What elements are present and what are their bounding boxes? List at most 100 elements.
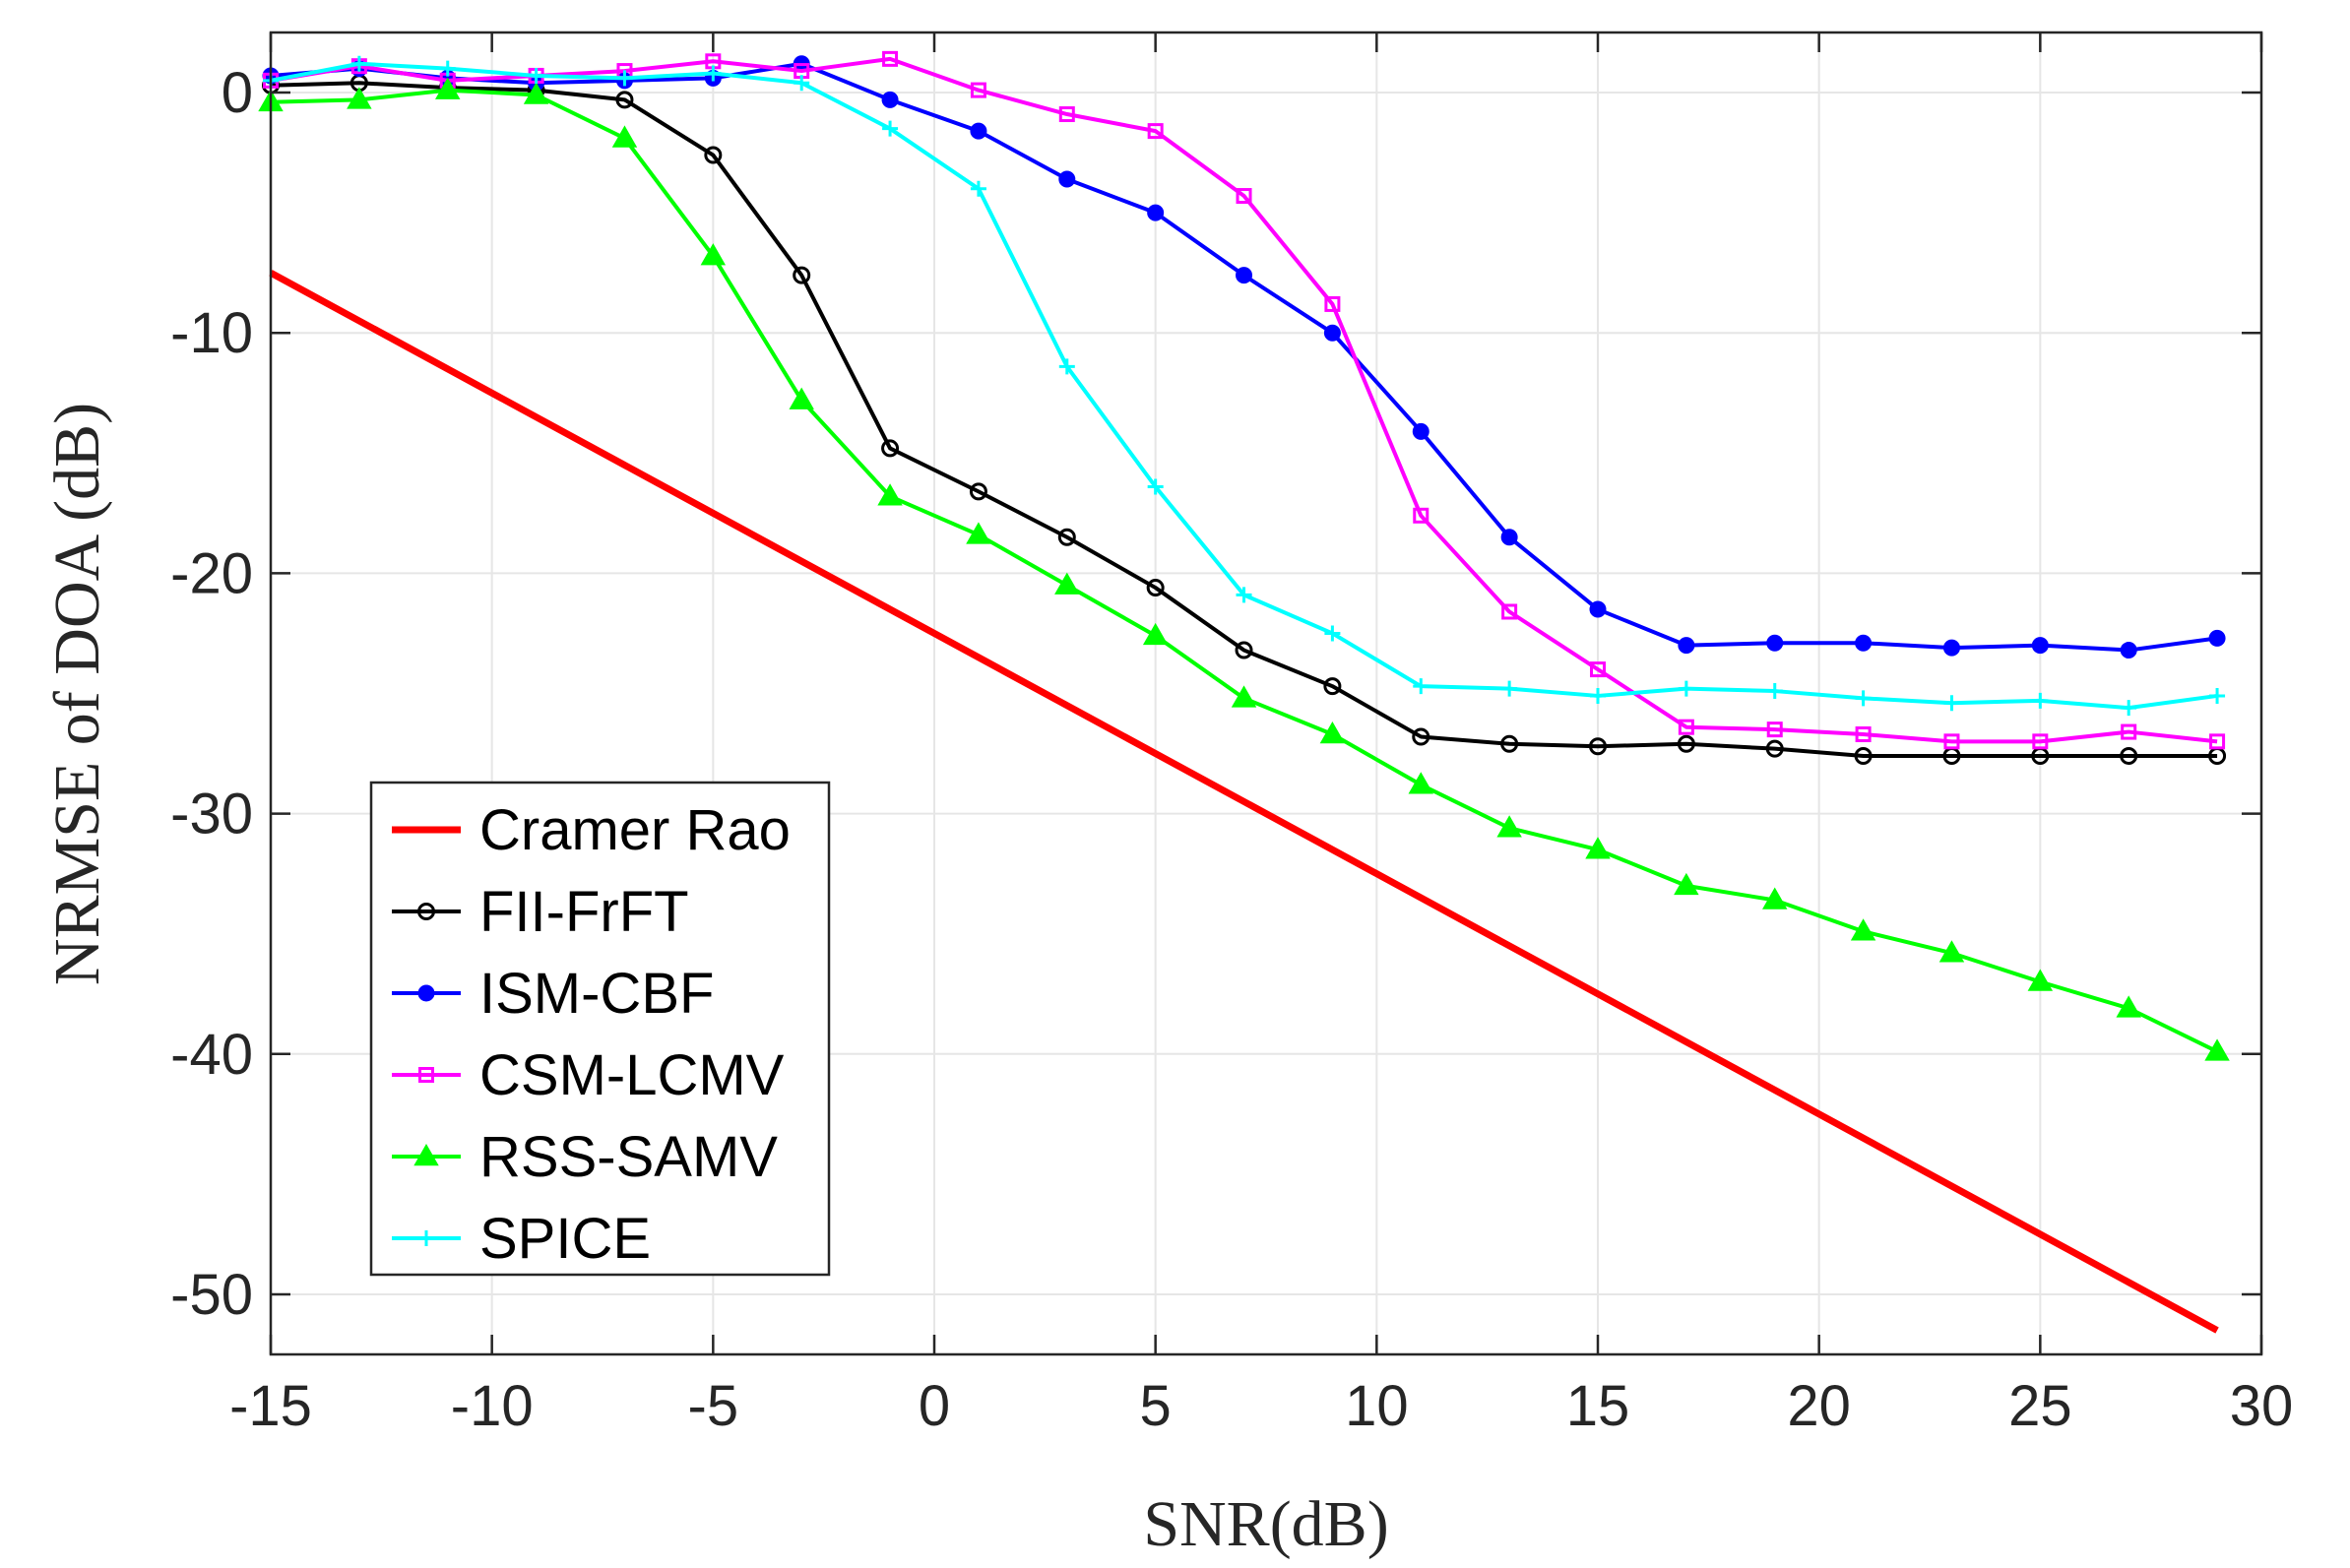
legend-item: ISM-CBF	[392, 962, 714, 1026]
data-point	[1850, 918, 1876, 941]
data-point	[1413, 507, 1429, 524]
legend-label: Cramer Rao	[479, 798, 791, 862]
data-point	[1677, 734, 1695, 753]
legend-marker	[417, 984, 435, 1002]
data-point	[1590, 661, 1606, 678]
data-point	[882, 50, 899, 67]
data-point	[1500, 529, 1518, 546]
data-point	[1408, 772, 1433, 794]
data-point	[2120, 642, 2137, 659]
data-point	[1142, 622, 1169, 646]
data-point	[1147, 123, 1164, 140]
legend-label: RSS-SAMV	[479, 1125, 778, 1189]
y-tick-label: -10	[170, 301, 253, 365]
ticks	[269, 32, 2263, 1354]
data-point	[1765, 739, 1784, 758]
data-point	[439, 60, 456, 77]
data-point	[1324, 625, 1341, 642]
data-point	[2209, 733, 2226, 750]
x-tick-label: 25	[2008, 1374, 2072, 1438]
data-point	[1855, 726, 1872, 743]
data-point	[616, 70, 633, 87]
data-point	[882, 120, 899, 137]
data-point	[1324, 295, 1341, 312]
data-point	[1590, 687, 1606, 704]
data-point	[1943, 733, 1960, 750]
data-point	[2032, 692, 2049, 709]
legend-item: SPICE	[392, 1207, 651, 1271]
legend-marker	[417, 903, 435, 920]
legend-label: ISM-CBF	[479, 962, 714, 1026]
data-point	[966, 522, 991, 544]
data-point	[1674, 872, 1699, 896]
data-point	[347, 87, 372, 109]
data-point	[970, 180, 986, 197]
y-tick-label: -40	[170, 1023, 253, 1087]
data-point	[2116, 995, 2141, 1018]
x-tick-label: 15	[1566, 1374, 1630, 1438]
data-point	[2031, 637, 2049, 655]
x-axis-label: SNR(dB)	[1143, 1488, 1388, 1560]
data-point	[1678, 719, 1694, 735]
data-point	[1058, 170, 1076, 188]
data-point	[1319, 721, 1346, 744]
data-point	[1766, 634, 1784, 652]
data-point	[1678, 637, 1695, 655]
x-tick-label: 0	[919, 1374, 950, 1438]
data-point	[970, 122, 987, 140]
data-point	[1855, 634, 1873, 652]
data-point	[1235, 641, 1253, 659]
data-point	[1762, 887, 1788, 909]
data-point	[2121, 700, 2137, 717]
data-point	[705, 65, 722, 82]
series-line	[270, 56, 2218, 744]
data-point	[2032, 733, 2049, 750]
data-point	[2120, 746, 2138, 765]
legend-marker	[418, 1230, 434, 1246]
data-point	[1236, 587, 1252, 603]
legend-item: FII-FrFT	[392, 880, 689, 944]
x-tick-label: 5	[1140, 1374, 1172, 1438]
y-tick-label: -20	[170, 541, 253, 605]
data-point	[1323, 677, 1342, 696]
y-axis-label: NRMSE of DOA (dB)	[41, 403, 113, 985]
data-point	[1058, 358, 1075, 375]
data-point	[1766, 721, 1783, 738]
x-tick-label: 10	[1345, 1374, 1409, 1438]
data-point	[435, 77, 461, 99]
data-point	[881, 91, 899, 108]
series-line	[270, 81, 2218, 758]
x-tick-label: 30	[2230, 1374, 2294, 1438]
data-point	[1943, 695, 1960, 712]
axes-frame	[269, 31, 2263, 1356]
data-point	[1766, 683, 1783, 700]
data-point	[1585, 837, 1611, 859]
data-point	[1054, 572, 1080, 595]
data-point	[2209, 687, 2226, 704]
data-point	[794, 75, 810, 92]
series-rss-samv	[258, 77, 2230, 1061]
legend-label: CSM-LCMV	[479, 1043, 785, 1107]
data-point	[970, 82, 986, 98]
data-point	[615, 91, 634, 109]
legend-item: Cramer Rao	[392, 798, 791, 862]
data-point	[1413, 678, 1429, 695]
legend-marker	[418, 1067, 434, 1083]
data-point	[2204, 1038, 2230, 1061]
data-point	[1231, 685, 1257, 708]
data-point	[1678, 680, 1694, 697]
data-point	[350, 55, 367, 72]
data-point	[1147, 478, 1164, 495]
data-point	[2208, 629, 2226, 647]
data-point	[1942, 639, 1960, 657]
legend-box	[369, 781, 831, 1277]
data-point	[704, 146, 723, 164]
legend-item: CSM-LCMV	[392, 1043, 785, 1107]
data-point	[1147, 204, 1165, 221]
data-point	[969, 482, 987, 501]
data-point	[1236, 188, 1252, 205]
data-point	[2121, 723, 2137, 740]
data-point	[1500, 734, 1519, 753]
data-point	[1412, 727, 1430, 746]
